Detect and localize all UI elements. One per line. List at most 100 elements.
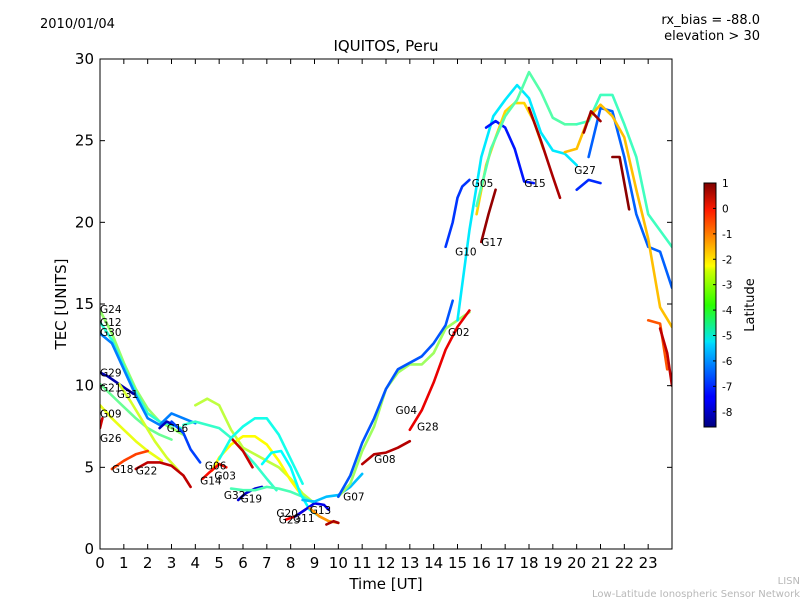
series-label-g32: G32 — [224, 490, 246, 502]
series-line-g14b — [229, 436, 254, 469]
elevation-label: elevation > 30 — [664, 29, 760, 44]
plot-area — [100, 59, 672, 549]
series-label-g19: G19 — [241, 493, 263, 505]
series-line-g08 — [360, 439, 412, 466]
series-line-g27 — [575, 178, 602, 191]
series-label-g03: G03 — [214, 471, 236, 483]
y-tick-label: 25 — [75, 132, 94, 150]
x-tick-label: 11 — [353, 554, 372, 572]
colorbar-tick-label: -2 — [722, 254, 732, 266]
series-line-g18 — [110, 449, 149, 471]
series-line-g31 — [117, 382, 180, 472]
series-line-g21 — [100, 382, 173, 441]
series-line-g27d — [611, 155, 631, 211]
colorbar — [703, 182, 717, 428]
series-line-g24 — [100, 309, 185, 437]
x-tick-label: 3 — [167, 554, 177, 572]
date-label: 2010/01/04 — [40, 17, 115, 32]
y-tick-label: 0 — [84, 540, 94, 558]
series-label-g23: G23 — [279, 515, 301, 527]
series-label-g22: G22 — [136, 466, 158, 478]
series-label-g15: G15 — [524, 178, 546, 190]
series-line-g17 — [479, 188, 497, 244]
series-label-g12: G12 — [100, 317, 122, 329]
series-label-g06: G06 — [205, 461, 227, 473]
series-line-g14 — [201, 462, 228, 481]
colorbar-tick-label: -6 — [722, 356, 733, 368]
series-line-g31c — [658, 327, 672, 388]
colorbar-tick-label: 1 — [722, 178, 729, 190]
colorbar-tick-label: -7 — [722, 381, 732, 393]
series-line-g01b — [475, 70, 579, 208]
x-tick-label: 4 — [191, 554, 201, 572]
y-tick-label: 15 — [75, 295, 94, 313]
series-line-g27b — [587, 106, 672, 290]
x-tick-label: 19 — [543, 554, 562, 572]
y-tick-label: 5 — [84, 458, 94, 476]
series-label-g26: G26 — [100, 433, 122, 445]
colorbar-tick-label: -5 — [722, 331, 732, 343]
series-line-g22 — [134, 461, 192, 489]
x-tick-label: 21 — [591, 554, 610, 572]
series-line-g27c — [582, 110, 602, 134]
series-line-g11 — [294, 501, 331, 518]
series-line-g05 — [456, 83, 579, 322]
series-label-g14: G14 — [200, 475, 222, 487]
series-label-g13: G13 — [310, 505, 332, 517]
series-line-g12 — [100, 320, 183, 430]
y-tick-label: 10 — [75, 377, 94, 395]
series-label-g05: G05 — [472, 178, 494, 190]
x-tick-label: 13 — [400, 554, 419, 572]
x-tick-label: 6 — [238, 554, 248, 572]
series-label-g20: G20 — [276, 508, 298, 520]
footer: LISN Low-Latitude Ionospheric Sensor Net… — [592, 575, 800, 601]
series-line-g15b — [527, 106, 562, 200]
series-line-g10 — [444, 178, 471, 249]
series-label-g07: G07 — [343, 492, 365, 504]
series-line-g31b — [646, 318, 669, 371]
colorbar-tick-label: 0 — [722, 203, 729, 215]
series-label-g04: G04 — [396, 405, 418, 417]
x-tick-label: 20 — [567, 554, 586, 572]
series-line-g15 — [484, 119, 536, 185]
series-layer — [100, 70, 672, 526]
footer-org: LISN — [777, 576, 800, 587]
colorbar-label: Latitude — [743, 278, 758, 332]
series-label-g16: G16 — [167, 423, 189, 435]
series-line-g29 — [100, 371, 135, 396]
series-label-g18: G18 — [112, 464, 133, 476]
series-label-g27: G27 — [574, 165, 596, 177]
series-label-g28: G28 — [417, 422, 439, 434]
x-tick-label: 5 — [214, 554, 224, 572]
series-label-g09: G09 — [100, 408, 122, 420]
colorbar-tick-label: -1 — [722, 229, 732, 241]
colorbar-ticks: 1 0 -1 -2 -3 -4 -5 -6 -7 -8 — [713, 178, 733, 419]
series-label-g30: G30 — [100, 327, 122, 339]
series-line-g09 — [100, 403, 164, 463]
x-tick-label: 14 — [424, 554, 443, 572]
x-tick-label: 9 — [310, 554, 320, 572]
series-label-g17: G17 — [481, 237, 503, 249]
x-tick-label: 2 — [143, 554, 153, 572]
series-label-g29: G29 — [100, 368, 122, 380]
x-tick-label: 17 — [496, 554, 515, 572]
x-tick-label: 16 — [472, 554, 491, 572]
series-label-g31: G31 — [117, 389, 139, 401]
x-tick-label: 23 — [639, 554, 658, 572]
series-line-g13b — [325, 519, 340, 526]
series-label-g21: G21 — [100, 382, 122, 394]
colorbar-tick-label: -3 — [722, 280, 732, 292]
rx-bias-label: rx_bias = -88.0 — [661, 13, 760, 28]
x-tick-label: 1 — [119, 554, 129, 572]
series-label-g11: G11 — [293, 513, 315, 525]
y-axis-label: TEC [UNITS] — [52, 259, 70, 351]
series-line-g32 — [217, 416, 304, 486]
series-label-g02: G02 — [448, 327, 470, 339]
series-label-g10: G10 — [455, 247, 477, 259]
y-tick-label: 20 — [75, 213, 94, 231]
rx-bias-info: rx_bias = -88.0 elevation > 30 — [661, 13, 760, 45]
y-tick-label: 30 — [75, 50, 94, 68]
colorbar-tick-label: -4 — [722, 305, 733, 317]
